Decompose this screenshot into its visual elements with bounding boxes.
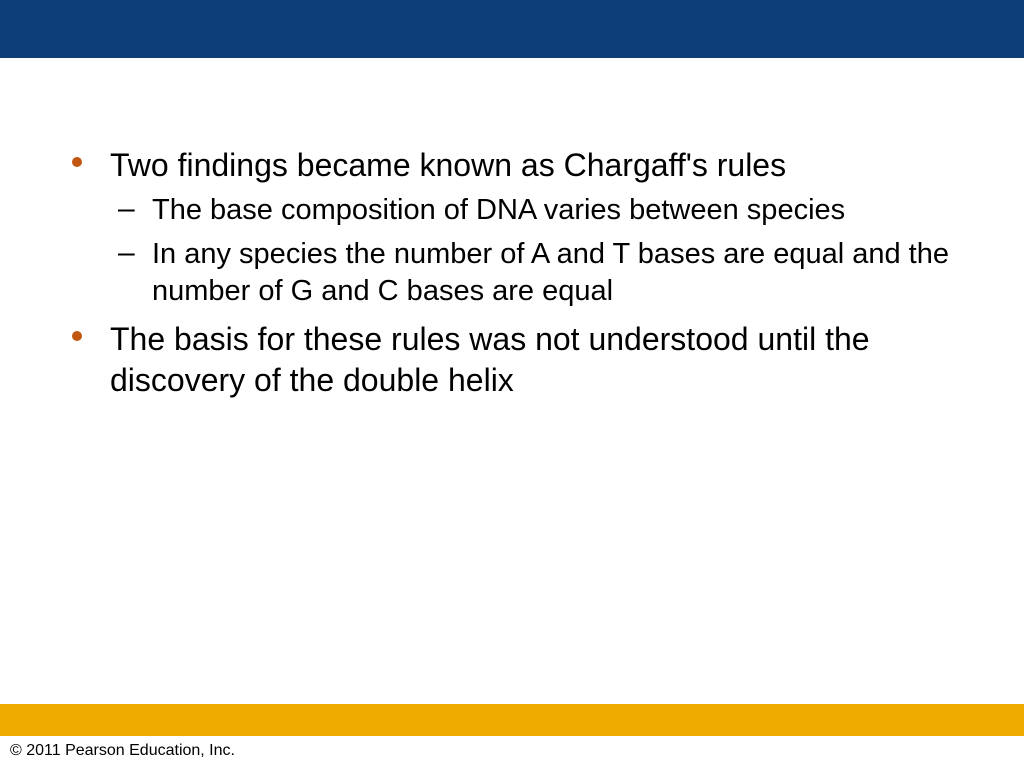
dash-icon: – [118, 192, 135, 226]
list-subitem: – In any species the number of A and T b… [110, 236, 980, 311]
slide-content: Two findings became known as Chargaff's … [60, 145, 980, 409]
top-bar [0, 0, 1024, 58]
bottom-bar [0, 704, 1024, 736]
bullet-list-level2: – The base composition of DNA varies bet… [110, 192, 980, 311]
list-item-text: Two findings became known as Chargaff's … [110, 145, 980, 186]
list-item-text: The basis for these rules was not unders… [110, 319, 980, 401]
dash-icon: – [118, 236, 135, 270]
slide: Two findings became known as Chargaff's … [0, 0, 1024, 768]
list-item: Two findings became known as Chargaff's … [60, 145, 980, 311]
copyright-text: © 2011 Pearson Education, Inc. [10, 742, 235, 760]
bullet-icon [72, 157, 82, 167]
list-subitem-text: In any species the number of A and T bas… [152, 236, 980, 311]
bullet-list-level1: Two findings became known as Chargaff's … [60, 145, 980, 401]
list-subitem: – The base composition of DNA varies bet… [110, 192, 980, 230]
bullet-icon [72, 331, 82, 341]
list-subitem-text: The base composition of DNA varies betwe… [152, 192, 980, 230]
list-item: The basis for these rules was not unders… [60, 319, 980, 401]
